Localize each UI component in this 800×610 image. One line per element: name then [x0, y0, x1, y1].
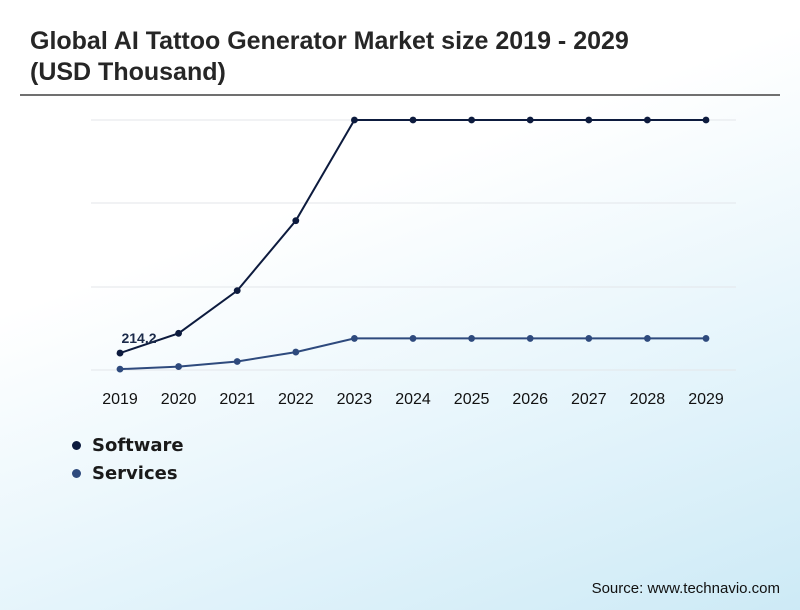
legend-label-software: Software — [92, 434, 184, 456]
data-point-software-2023 — [351, 116, 358, 124]
data-point-services-2022 — [292, 348, 300, 356]
title-divider — [20, 94, 780, 96]
data-point-software-2026 — [526, 116, 534, 124]
data-point-software-2027 — [585, 116, 593, 124]
x-tick-label-2020: 2020 — [161, 391, 197, 408]
x-tick-label-2025: 2025 — [454, 391, 490, 408]
data-point-services-2019 — [116, 365, 124, 373]
legend-item-software: Software — [72, 434, 184, 456]
x-tick-label-2023: 2023 — [337, 391, 373, 408]
data-point-services-2026 — [526, 335, 534, 342]
legend-item-services: Services — [72, 462, 178, 484]
legend-marker-software — [72, 440, 81, 450]
series-line-services — [119, 337, 706, 371]
data-point-software-2025 — [468, 116, 475, 124]
x-tick-label-2029: 2029 — [688, 391, 724, 408]
x-tick-label-2022: 2022 — [278, 391, 314, 408]
data-point-software-2019 — [116, 349, 124, 357]
data-point-software-2029 — [702, 116, 710, 124]
data-point-services-2029 — [702, 335, 710, 342]
x-tick-label-2024: 2024 — [395, 391, 431, 408]
x-tick-label-2027: 2027 — [571, 391, 607, 408]
data-point-services-2027 — [585, 335, 593, 342]
data-point-services-2024 — [409, 335, 417, 342]
data-point-services-2021 — [233, 358, 241, 365]
data-point-software-2020 — [175, 329, 183, 337]
data-point-services-2020 — [175, 363, 183, 370]
x-tick-label-2026: 2026 — [512, 391, 548, 408]
data-point-services-2023 — [351, 335, 358, 342]
series-line-software — [119, 119, 706, 355]
data-point-software-2028 — [644, 116, 651, 124]
chart-title: Global AI Tattoo Generator Market size 2… — [30, 27, 629, 86]
x-tick-label-2019: 2019 — [102, 391, 138, 408]
x-tick-label-2021: 2021 — [219, 391, 255, 408]
legend-label-services: Services — [92, 462, 178, 484]
data-point-services-2025 — [468, 335, 475, 342]
data-point-software-2021 — [233, 287, 241, 295]
data-label-software-2019: 214.2 — [121, 330, 156, 346]
legend-marker-services — [72, 468, 81, 478]
source-note: Source: www.technavio.com — [591, 580, 780, 597]
data-point-software-2024 — [409, 116, 417, 124]
data-point-software-2022 — [292, 217, 300, 225]
data-point-services-2028 — [644, 335, 651, 342]
x-tick-label-2028: 2028 — [630, 391, 666, 408]
line-chart: 2019 2020 2021 2022 2023 2024 2025 2026 2027 2028… — [91, 116, 736, 408]
